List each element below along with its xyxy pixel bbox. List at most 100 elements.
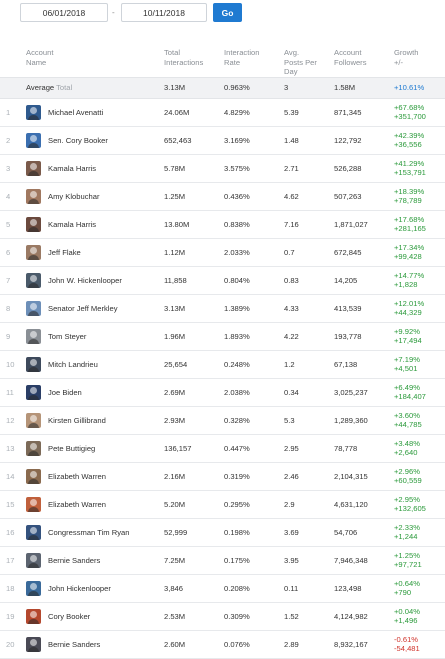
account-name[interactable]: Bernie Sanders	[48, 555, 101, 565]
account-cell[interactable]: Cory Booker	[24, 602, 162, 631]
account-name[interactable]: Congressman Tim Ryan	[48, 527, 130, 537]
avg-posts-per-day-header[interactable]: Avg. Posts Per Day	[284, 48, 317, 76]
person-avatar-icon	[26, 272, 41, 288]
interaction-rate-header[interactable]: Interaction Rate	[224, 48, 260, 67]
account-name[interactable]: Kirsten Gillibrand	[48, 415, 106, 425]
avg-posts-per-day: 5.3	[282, 406, 332, 435]
start-date-input[interactable]	[20, 3, 108, 22]
account-name[interactable]: Senator Jeff Merkley	[48, 303, 118, 313]
table-row[interactable]: 16 Congressman Tim Ryan 52,999 0.198% 3.69 54…	[0, 518, 445, 547]
account-cell[interactable]: Kirsten Gillibrand	[24, 406, 162, 435]
rank-number: 3	[0, 154, 24, 183]
table-row[interactable]: 7 John W. Hickenlooper 11,858 0.804% 0.83 14,…	[0, 266, 445, 295]
account-cell[interactable]: Elizabeth Warren	[24, 462, 162, 491]
table-row[interactable]: 1 Michael Avenatti 24.06M 4.829% 5.39 871,345…	[0, 98, 445, 127]
interaction-rate: 2.038%	[222, 378, 282, 407]
total-interactions: 2.53M	[162, 602, 222, 631]
table-row[interactable]: 10 Mitch Landrieu 25,654 0.248% 1.2 67,138 +7.…	[0, 350, 445, 379]
table-row[interactable]: 12 Kirsten Gillibrand 2.93M 0.328% 5.3 1,289,…	[0, 406, 445, 435]
account-name[interactable]: John W. Hickenlooper	[48, 275, 122, 285]
account-cell[interactable]: Elizabeth Warren	[24, 490, 162, 519]
avg-posts-per-day: 4.22	[282, 322, 332, 351]
account-cell[interactable]: Bernie Sanders	[24, 546, 162, 575]
account-followers: 413,539	[332, 294, 392, 323]
person-avatar-icon	[26, 132, 41, 148]
total-interactions-header[interactable]: Total Interactions	[164, 48, 204, 67]
person-avatar-icon	[26, 468, 41, 484]
account-cell[interactable]: John W. Hickenlooper	[24, 266, 162, 295]
account-cell[interactable]: Mitch Landrieu	[24, 350, 162, 379]
growth-absolute: +99,428	[394, 252, 422, 261]
account-followers: 78,778	[332, 434, 392, 463]
table-row[interactable]: 11 Joe Biden 2.69M 2.038% 0.34 3,025,237 +6.49…	[0, 378, 445, 407]
account-name[interactable]: Amy Klobuchar	[48, 191, 100, 201]
account-followers: 122,792	[332, 126, 392, 155]
account-name[interactable]: Elizabeth Warren	[48, 471, 106, 481]
account-cell[interactable]: Joe Biden	[24, 378, 162, 407]
table-row[interactable]: 3 Kamala Harris 5.78M 3.575% 2.71 526,288 +41.…	[0, 154, 445, 183]
total-interactions: 11,858	[162, 266, 222, 295]
growth-absolute: +153,791	[394, 168, 426, 177]
interaction-rate: 0.248%	[222, 350, 282, 379]
growth-cell: +9.92% +17,494	[392, 322, 445, 351]
account-cell[interactable]: John Hickenlooper	[24, 574, 162, 603]
account-name[interactable]: John Hickenlooper	[48, 583, 111, 593]
growth-absolute: +132,605	[394, 504, 426, 513]
account-name[interactable]: Joe Biden	[48, 387, 82, 397]
account-followers-header[interactable]: Account Followers	[334, 48, 367, 67]
account-name[interactable]: Kamala Harris	[48, 219, 97, 229]
interaction-rate: 1.893%	[222, 322, 282, 351]
rank-number: 19	[0, 602, 24, 631]
table-row[interactable]: 15 Elizabeth Warren 5.20M 0.295% 2.9 4,631,12…	[0, 490, 445, 519]
table-row[interactable]: 20 Bernie Sanders 2.60M 0.076% 2.89 8,932,167…	[0, 630, 445, 659]
total-interactions: 3.13M	[162, 294, 222, 323]
account-cell[interactable]: Kamala Harris	[24, 210, 162, 239]
account-cell[interactable]: Tom Steyer	[24, 322, 162, 351]
account-name[interactable]: Cory Booker	[48, 611, 91, 621]
go-button[interactable]: Go	[213, 3, 242, 22]
account-name[interactable]: Jeff Flake	[48, 247, 81, 257]
account-name[interactable]: Michael Avenatti	[48, 107, 104, 117]
avg-posts-per-day: 3.95	[282, 546, 332, 575]
account-cell[interactable]: Pete Buttigieg	[24, 434, 162, 463]
table-row[interactable]: 2 Sen. Cory Booker 652,463 3.169% 1.48 122,79…	[0, 126, 445, 155]
growth-cell: +2.33% +1,244	[392, 518, 445, 547]
account-cell[interactable]: Bernie Sanders	[24, 630, 162, 659]
account-name-header[interactable]: Account Name	[26, 48, 54, 67]
table-row[interactable]: 9 Tom Steyer 1.96M 1.893% 4.22 193,778 +9.92% +…	[0, 322, 445, 351]
table-row[interactable]: 6 Jeff Flake 1.12M 2.033% 0.7 672,845 +17.34% +…	[0, 238, 445, 267]
account-name[interactable]: Mitch Landrieu	[48, 359, 98, 369]
table-row[interactable]: 5 Kamala Harris 13.80M 0.838% 7.16 1,871,027 +…	[0, 210, 445, 239]
account-cell[interactable]: Amy Klobuchar	[24, 182, 162, 211]
table-row[interactable]: 19 Cory Booker 2.53M 0.309% 1.52 4,124,982 +0.…	[0, 602, 445, 631]
table-row[interactable]: 18 John Hickenlooper 3,846 0.208% 0.11 123,49…	[0, 574, 445, 603]
person-avatar-icon	[26, 244, 41, 260]
growth-absolute: +97,721	[394, 560, 422, 569]
end-date-input[interactable]	[121, 3, 207, 22]
table-row[interactable]: 4 Amy Klobuchar 1.25M 0.436% 4.62 507,263 +18.…	[0, 182, 445, 211]
table-row[interactable]: 14 Elizabeth Warren 2.16M 0.319% 2.46 2,104,3…	[0, 462, 445, 491]
account-cell[interactable]: Sen. Cory Booker	[24, 126, 162, 155]
table-row[interactable]: 13 Pete Buttigieg 136,157 0.447% 2.95 78,778 +…	[0, 434, 445, 463]
interaction-rate: 0.198%	[222, 518, 282, 547]
account-name[interactable]: Pete Buttigieg	[48, 443, 96, 453]
interaction-rate: 2.033%	[222, 238, 282, 267]
account-name[interactable]: Tom Steyer	[48, 331, 87, 341]
account-followers: 3,025,237	[332, 378, 392, 407]
table-header-row: Account Name Total Interactions Interactio…	[0, 48, 445, 77]
growth-cell: +12.01% +44,329	[392, 294, 445, 323]
table-row[interactable]: 17 Bernie Sanders 7.25M 0.175% 3.95 7,946,348…	[0, 546, 445, 575]
avg-posts-per-day: 1.48	[282, 126, 332, 155]
account-name[interactable]: Sen. Cory Booker	[48, 135, 108, 145]
account-name[interactable]: Kamala Harris	[48, 163, 97, 173]
account-cell[interactable]: Kamala Harris	[24, 154, 162, 183]
account-cell[interactable]: Congressman Tim Ryan	[24, 518, 162, 547]
table-row[interactable]: 8 Senator Jeff Merkley 3.13M 1.389% 4.33 413,…	[0, 294, 445, 323]
growth-header[interactable]: Growth +/-	[394, 48, 419, 67]
account-name[interactable]: Bernie Sanders	[48, 639, 101, 649]
account-cell[interactable]: Senator Jeff Merkley	[24, 294, 162, 323]
account-cell[interactable]: Jeff Flake	[24, 238, 162, 267]
account-cell[interactable]: Michael Avenatti	[24, 98, 162, 127]
person-avatar-icon	[26, 608, 41, 624]
account-name[interactable]: Elizabeth Warren	[48, 499, 106, 509]
